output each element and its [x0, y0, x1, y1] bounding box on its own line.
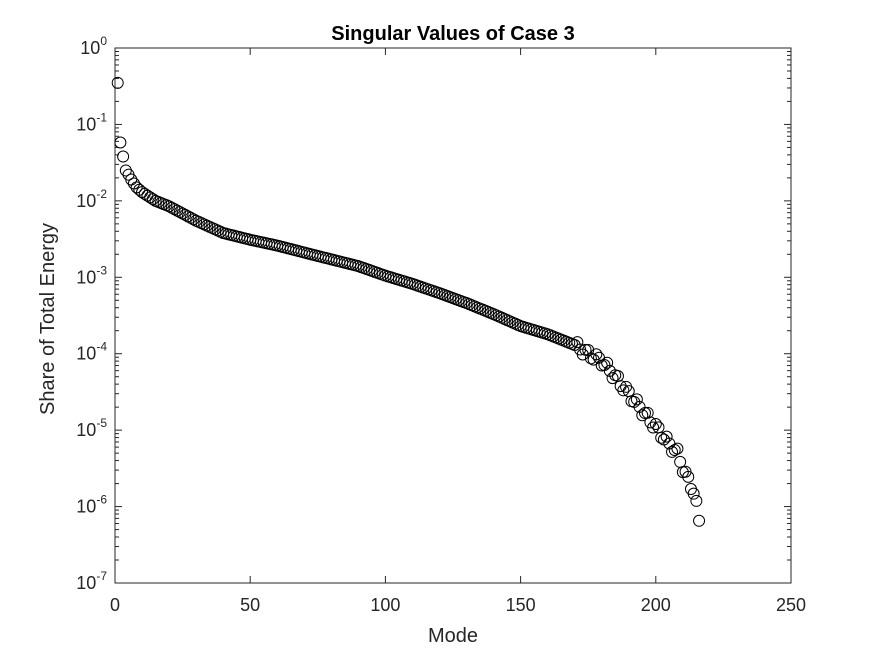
- y-tick-label: 10-5: [76, 416, 107, 440]
- data-point: [671, 442, 684, 455]
- y-tick-label: 10-1: [76, 110, 107, 134]
- y-tick-label: 10-6: [76, 493, 107, 517]
- data-point: [571, 336, 584, 349]
- data-point: [641, 406, 654, 419]
- x-tick-label: 50: [240, 595, 260, 615]
- y-tick-label: 100: [80, 34, 107, 58]
- data-point: [590, 348, 603, 361]
- data-point: [649, 417, 662, 430]
- axis-ticks: [114, 47, 792, 584]
- data-point: [636, 409, 649, 422]
- data-point: [668, 444, 681, 457]
- data-point: [630, 393, 643, 406]
- y-tick-label: 10-3: [76, 263, 107, 287]
- data-point: [146, 193, 159, 206]
- data-point: [690, 494, 703, 507]
- data-point: [617, 384, 630, 397]
- y-tick-label: 10-4: [76, 340, 107, 364]
- data-point: [601, 356, 614, 369]
- data-point: [184, 211, 197, 224]
- data-point: [606, 372, 619, 385]
- data-point: [682, 470, 695, 483]
- data-point: [187, 213, 200, 226]
- data-point: [111, 76, 124, 89]
- x-axis-label: Mode: [428, 625, 478, 647]
- x-tick-label: 200: [641, 595, 671, 615]
- data-point: [117, 150, 130, 163]
- data-point: [693, 514, 706, 527]
- x-tick-labels: 0 50 100 150 200 250: [110, 595, 806, 615]
- data-point: [660, 430, 673, 443]
- data-point: [655, 431, 668, 444]
- x-tick-label: 100: [370, 595, 400, 615]
- data-point: [647, 421, 660, 434]
- x-tick-label: 250: [776, 595, 806, 615]
- y-axis-label: Share of Total Energy: [37, 223, 59, 415]
- data-point: [687, 487, 700, 500]
- plot-area: [111, 47, 792, 584]
- x-tick-label: 0: [110, 595, 120, 615]
- y-tick-label: 10-2: [76, 187, 107, 211]
- y-tick-label: 10-7: [76, 569, 107, 593]
- y-tick-labels: 100 10-1 10-2 10-3 10-4 10-5 10-6 10-7: [76, 34, 107, 593]
- x-tick-label: 150: [506, 595, 536, 615]
- data-point: [587, 353, 600, 366]
- data-point: [114, 136, 127, 149]
- data-points: [111, 76, 706, 527]
- chart-title: Singular Values of Case 3: [331, 23, 574, 45]
- axes-box: [114, 47, 792, 584]
